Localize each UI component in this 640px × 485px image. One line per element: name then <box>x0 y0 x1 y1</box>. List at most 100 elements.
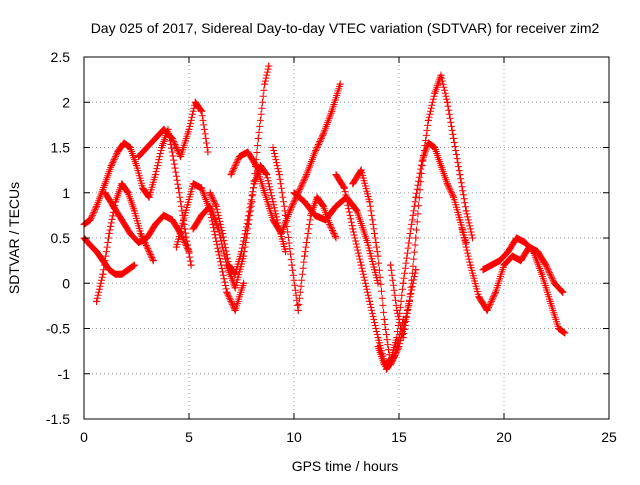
x-axis-label: GPS time / hours <box>292 458 399 474</box>
data-point <box>135 153 143 161</box>
data-point <box>107 162 115 170</box>
data-point <box>151 220 159 228</box>
data-point <box>105 229 113 237</box>
y-tick-label: 1 <box>62 185 70 201</box>
data-point <box>168 134 176 142</box>
data-point <box>374 252 382 260</box>
data-point <box>151 134 159 142</box>
data-point <box>319 202 327 210</box>
data-point <box>219 229 227 237</box>
data-point <box>277 229 285 237</box>
data-series-s9 <box>206 162 290 278</box>
data-point <box>456 216 464 224</box>
data-point <box>231 306 239 314</box>
data-point <box>269 216 277 224</box>
data-point <box>412 234 420 242</box>
data-point <box>529 248 537 256</box>
data-point <box>508 252 516 260</box>
y-tick-label: -1 <box>58 366 71 382</box>
data-point <box>261 80 269 88</box>
data-layer <box>80 62 569 373</box>
data-point <box>387 261 395 269</box>
data-point <box>118 216 126 224</box>
data-point <box>187 261 195 269</box>
data-point <box>290 189 298 197</box>
data-point <box>198 107 206 115</box>
data-point <box>387 356 395 364</box>
data-point <box>424 116 432 124</box>
data-point <box>311 211 319 219</box>
data-point <box>288 261 296 269</box>
x-tick-label: 10 <box>286 429 302 445</box>
data-point <box>223 288 231 296</box>
data-point <box>311 148 319 156</box>
data-point <box>204 148 212 156</box>
data-point <box>86 216 94 224</box>
data-point <box>250 180 258 188</box>
data-point <box>238 248 245 256</box>
data-point <box>301 198 308 206</box>
data-point <box>109 202 117 210</box>
data-point <box>487 261 495 269</box>
data-point <box>189 225 197 233</box>
data-point <box>172 243 180 251</box>
data-point <box>517 257 525 265</box>
data-point <box>265 62 273 70</box>
data-point <box>254 134 262 142</box>
data-point <box>263 171 271 179</box>
data-point <box>332 202 340 210</box>
data-point <box>206 202 214 210</box>
data-point <box>149 257 157 265</box>
data-point <box>483 306 491 314</box>
data-point <box>181 211 189 219</box>
data-point <box>212 202 220 210</box>
data-point <box>555 325 563 332</box>
data-point <box>114 148 122 156</box>
x-tick-label: 0 <box>80 429 88 445</box>
data-point <box>198 211 206 219</box>
data-point <box>168 216 176 224</box>
data-point <box>349 180 357 188</box>
data-point <box>466 261 474 269</box>
data-point <box>112 270 119 278</box>
data-point <box>364 239 371 247</box>
x-tick-label: 15 <box>391 429 407 445</box>
data-point <box>504 248 512 256</box>
data-point <box>437 71 445 79</box>
data-point <box>231 284 239 292</box>
data-point <box>86 241 94 249</box>
data-point <box>282 211 290 219</box>
data-point <box>137 229 145 237</box>
data-point <box>382 365 390 373</box>
data-point <box>101 180 109 188</box>
data-point <box>313 193 321 201</box>
data-point <box>366 198 374 206</box>
data-point <box>177 153 185 161</box>
data-point <box>93 202 101 210</box>
data-point <box>303 171 311 179</box>
y-tick-label: 0.5 <box>51 230 71 246</box>
data-point <box>328 107 336 115</box>
chart-title: Day 025 of 2017, Sidereal Day-to-day VTE… <box>91 20 600 36</box>
data-point <box>412 193 420 201</box>
data-point <box>231 270 239 278</box>
data-point <box>500 261 508 269</box>
data-point <box>143 144 151 151</box>
data-point <box>353 207 361 215</box>
data-point <box>393 334 401 342</box>
data-point <box>357 166 365 174</box>
data-point <box>538 270 546 278</box>
data-series-s16 <box>387 71 476 342</box>
data-point <box>143 243 151 251</box>
data-markers-s16 <box>387 71 476 342</box>
data-point <box>275 171 283 179</box>
data-point <box>380 361 388 369</box>
data-point <box>139 184 147 192</box>
data-point <box>198 184 206 192</box>
data-point <box>206 189 214 197</box>
data-point <box>124 189 132 197</box>
x-tick-label: 20 <box>496 429 512 445</box>
data-point <box>151 171 159 179</box>
data-point <box>225 261 233 269</box>
data-point <box>118 180 126 188</box>
